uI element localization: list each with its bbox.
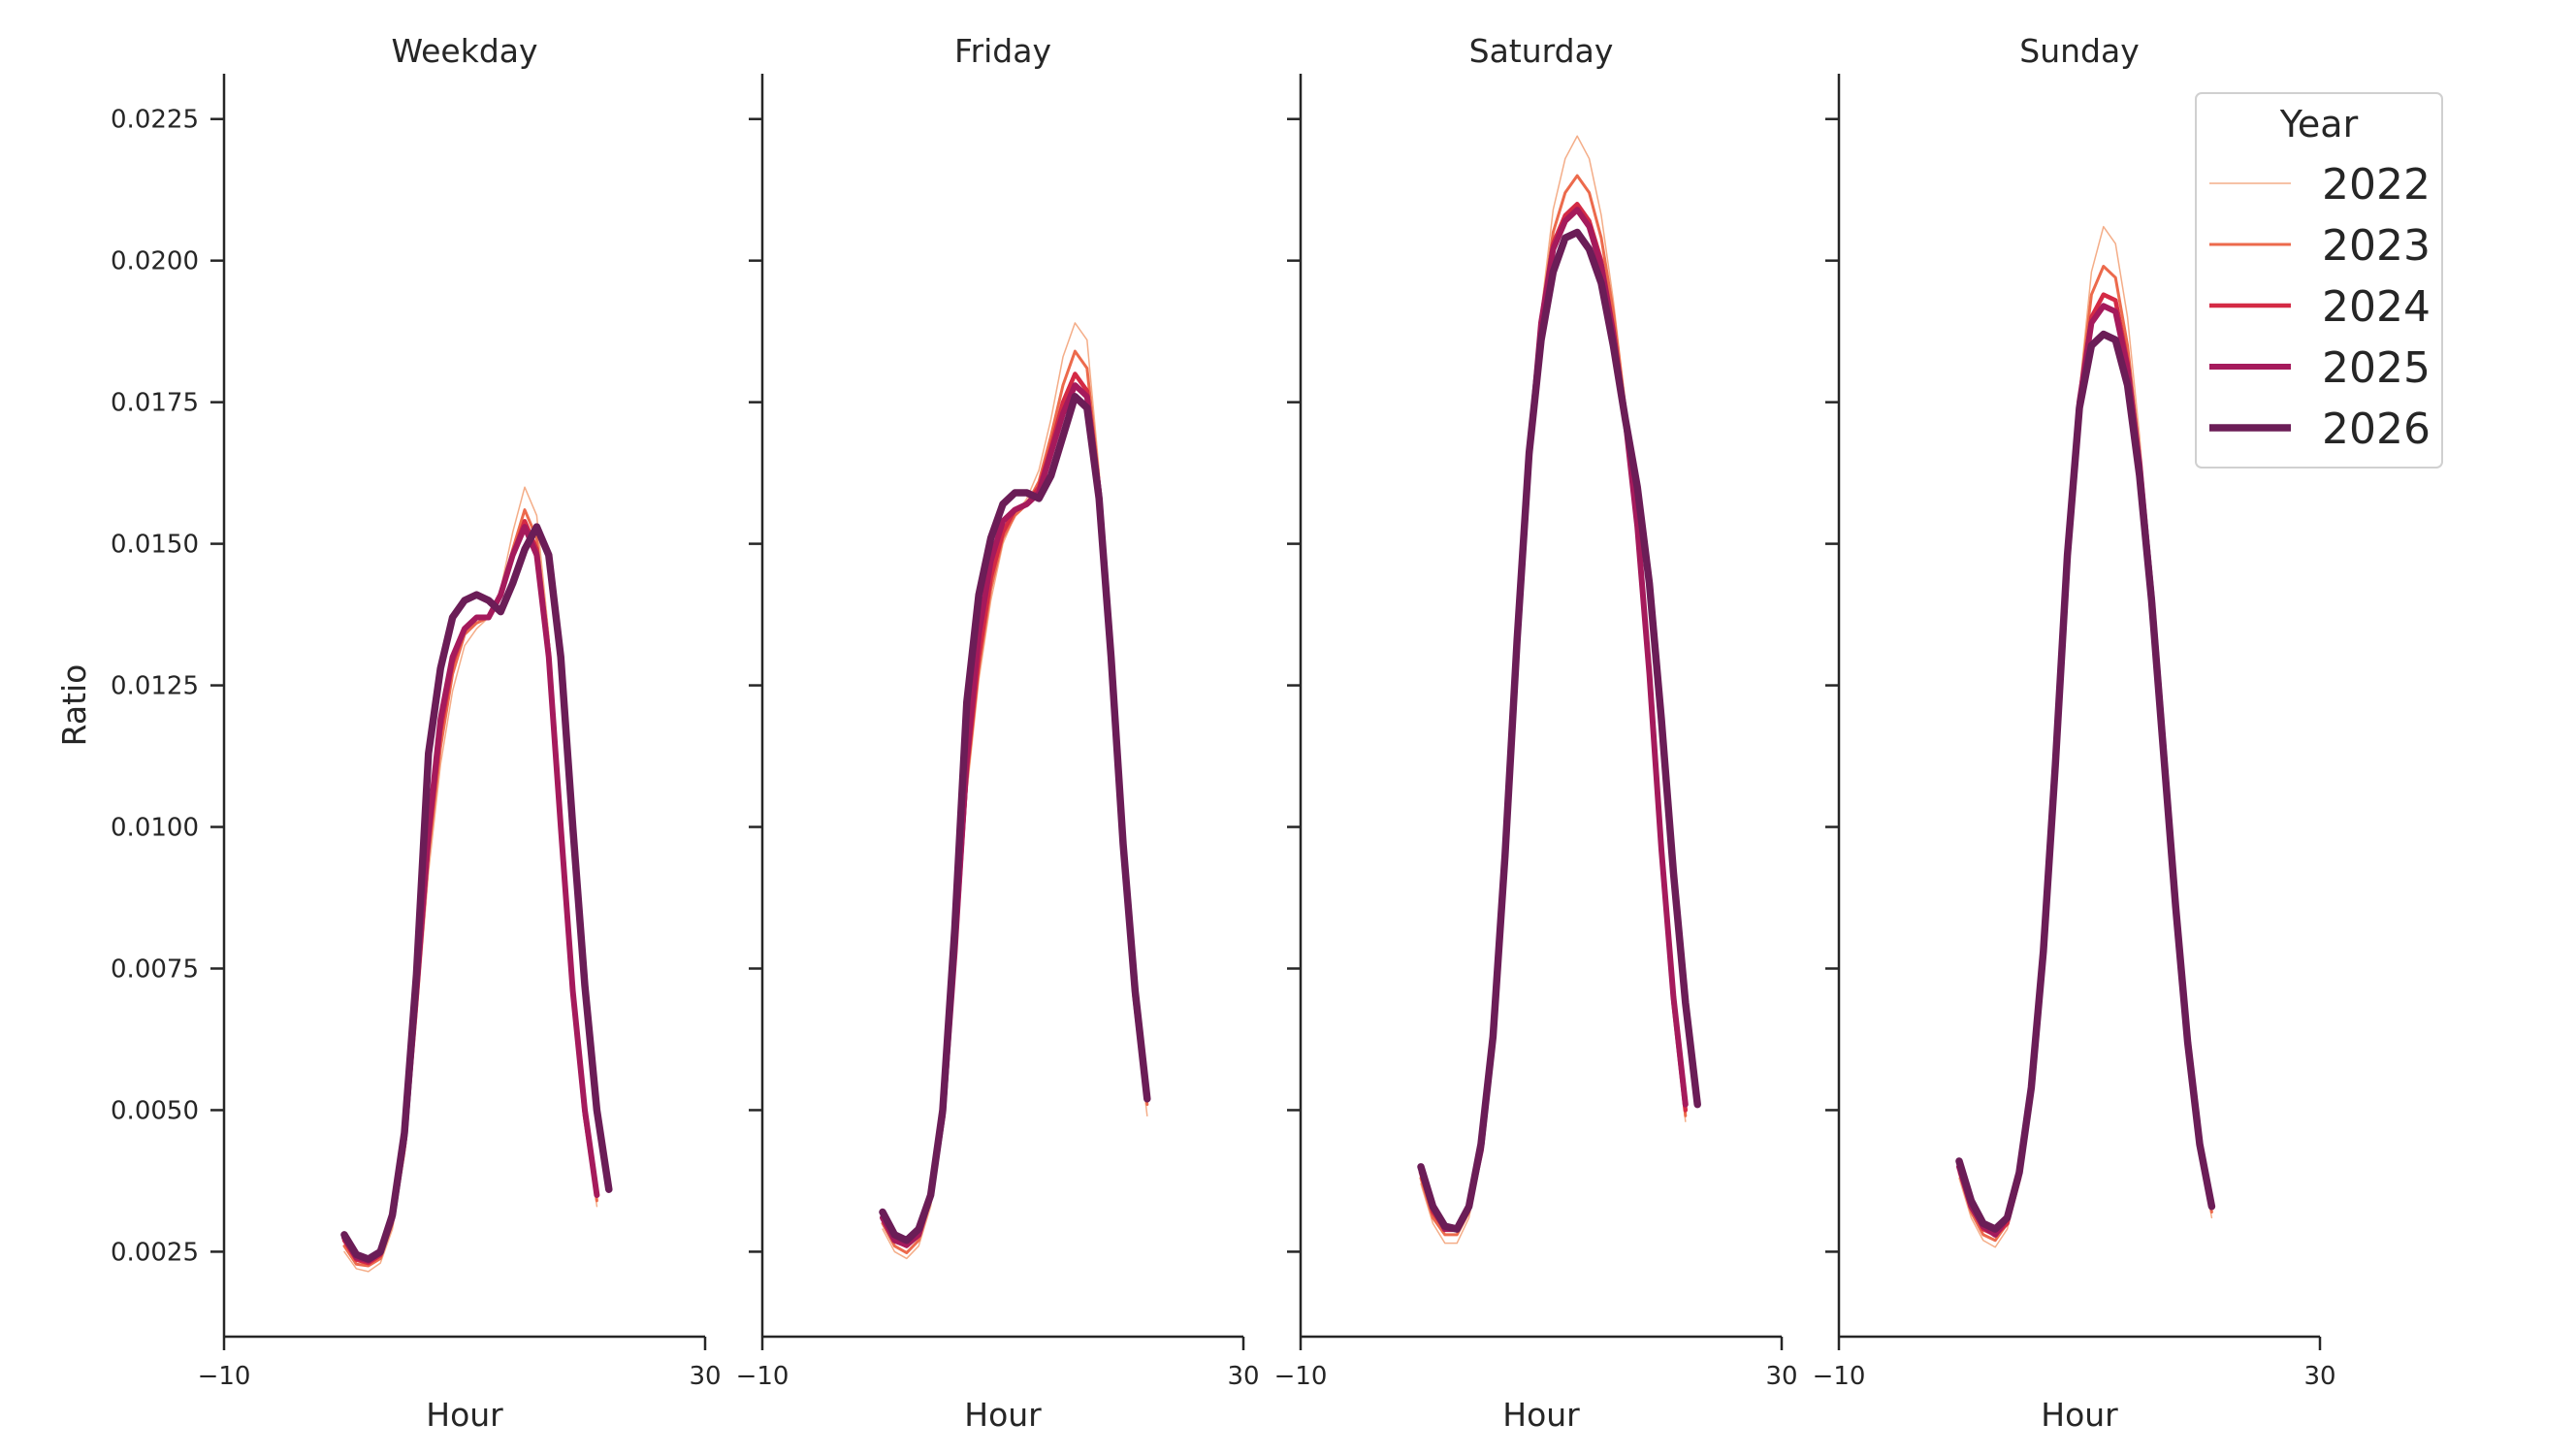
x-axis-label: Hour [1502, 1396, 1580, 1434]
x-axis-label: Hour [2041, 1396, 2118, 1434]
series-line-2024 [880, 372, 1150, 1248]
y-tick-label: 0.0075 [111, 954, 199, 984]
legend-label: 2025 [2322, 343, 2431, 393]
series-line-2023 [1419, 174, 1688, 1237]
legend-entry-2026: 2026 [2209, 404, 2431, 454]
panel-title: Friday [954, 32, 1051, 70]
y-tick-label: 0.0200 [111, 247, 199, 276]
y-tick-label: 0.0025 [111, 1238, 199, 1267]
series-line-2022 [1420, 135, 1687, 1245]
legend-title: Year [2279, 103, 2359, 146]
x-tick-label: 30 [689, 1362, 721, 1391]
x-tick-label: 30 [1765, 1362, 1797, 1391]
series-line-2024 [1418, 202, 1689, 1232]
panel-title: Saturday [1469, 32, 1614, 70]
x-axis-label: Hour [964, 1396, 1042, 1434]
x-tick-label: −10 [1274, 1362, 1328, 1391]
panel-saturday: Saturday −10 30 Hour [1274, 32, 1798, 1434]
y-tick-label: 0.0175 [111, 389, 199, 418]
series-line-2026 [340, 523, 613, 1263]
panel-sunday: Sunday −10 30 Hour [1813, 32, 2336, 1434]
legend-label: 2024 [2322, 282, 2431, 332]
y-tick-label: 0.0225 [111, 106, 199, 135]
x-tick-label: −10 [198, 1362, 251, 1391]
panel-title: Sunday [2019, 32, 2139, 70]
y-axis-label: Ratio [55, 664, 93, 747]
legend-frame [2195, 92, 2443, 469]
y-tick-label: 0.0125 [111, 672, 199, 701]
y-tick-label: 0.0100 [111, 814, 199, 843]
series-line-2022 [343, 486, 598, 1273]
series-line-2022 [882, 322, 1148, 1260]
legend-entry-2022: 2022 [2209, 160, 2431, 210]
series-line-2026 [879, 393, 1151, 1245]
x-tick-label: 30 [2303, 1362, 2335, 1391]
series-line-2026 [1955, 330, 2216, 1233]
panel-weekday: Weekday 0.0025 0.0050 0.0075 0.0100 0.0125 0.0… [111, 32, 722, 1434]
x-tick-label: −10 [736, 1362, 789, 1391]
x-axis-label: Hour [426, 1396, 503, 1434]
y-tick-label: 0.0050 [111, 1096, 199, 1125]
series-line-2023 [1957, 265, 2213, 1243]
legend-label: 2023 [2322, 221, 2431, 271]
series-line-2024 [1956, 292, 2214, 1238]
series-line-2023 [881, 349, 1149, 1255]
chart-panels: Weekday 0.0025 0.0050 0.0075 0.0100 0.0125 0.0… [55, 32, 2336, 1434]
series-line-2025 [1418, 207, 1689, 1233]
y-tick-label: 0.0150 [111, 531, 199, 560]
x-tick-label: 30 [1227, 1362, 1259, 1391]
panel-title: Weekday [391, 32, 537, 70]
panel-friday: Friday −10 30 Hour [736, 32, 1260, 1434]
legend-label: 2026 [2322, 404, 2431, 454]
legend-entry-2025: 2025 [2209, 343, 2431, 393]
legend-entry-2023: 2023 [2209, 221, 2431, 271]
legend: Year 2022 2023 2024 2025 2026 [2195, 92, 2443, 469]
series-line-2025 [1956, 303, 2215, 1238]
legend-label: 2022 [2322, 160, 2431, 210]
series-line-2026 [1417, 228, 1701, 1233]
x-tick-label: −10 [1813, 1362, 1866, 1391]
legend-entry-2024: 2024 [2209, 282, 2431, 332]
